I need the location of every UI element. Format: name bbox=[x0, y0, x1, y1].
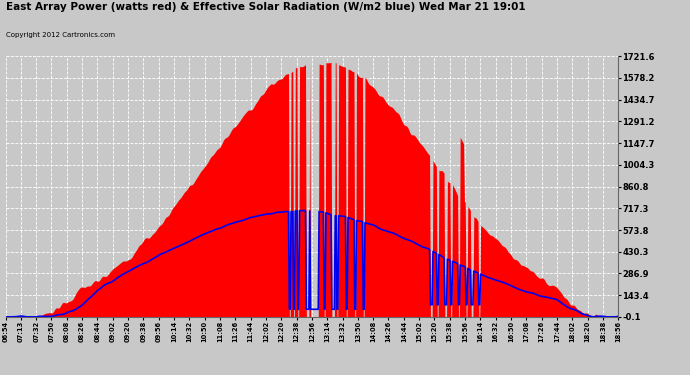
Text: East Array Power (watts red) & Effective Solar Radiation (W/m2 blue) Wed Mar 21 : East Array Power (watts red) & Effective… bbox=[6, 2, 525, 12]
Text: Copyright 2012 Cartronics.com: Copyright 2012 Cartronics.com bbox=[6, 32, 115, 38]
